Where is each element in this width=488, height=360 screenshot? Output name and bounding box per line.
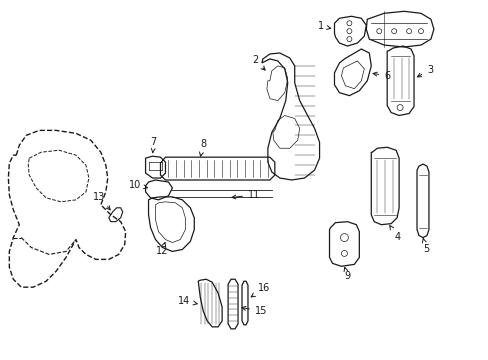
Text: 6: 6: [372, 71, 389, 81]
Text: 1: 1: [317, 21, 330, 31]
Text: 16: 16: [251, 283, 270, 297]
Text: 10: 10: [128, 180, 147, 190]
Text: 3: 3: [417, 65, 432, 77]
Text: 8: 8: [199, 139, 206, 156]
Text: 5: 5: [422, 238, 428, 255]
Text: 9: 9: [344, 267, 350, 281]
Text: 7: 7: [150, 137, 157, 153]
Text: 2: 2: [251, 55, 264, 70]
Text: 4: 4: [389, 226, 400, 242]
Text: 12: 12: [155, 243, 167, 256]
Text: 11: 11: [231, 190, 260, 200]
Text: 15: 15: [242, 306, 267, 316]
Text: 14: 14: [178, 296, 197, 306]
Text: 13: 13: [93, 192, 110, 210]
